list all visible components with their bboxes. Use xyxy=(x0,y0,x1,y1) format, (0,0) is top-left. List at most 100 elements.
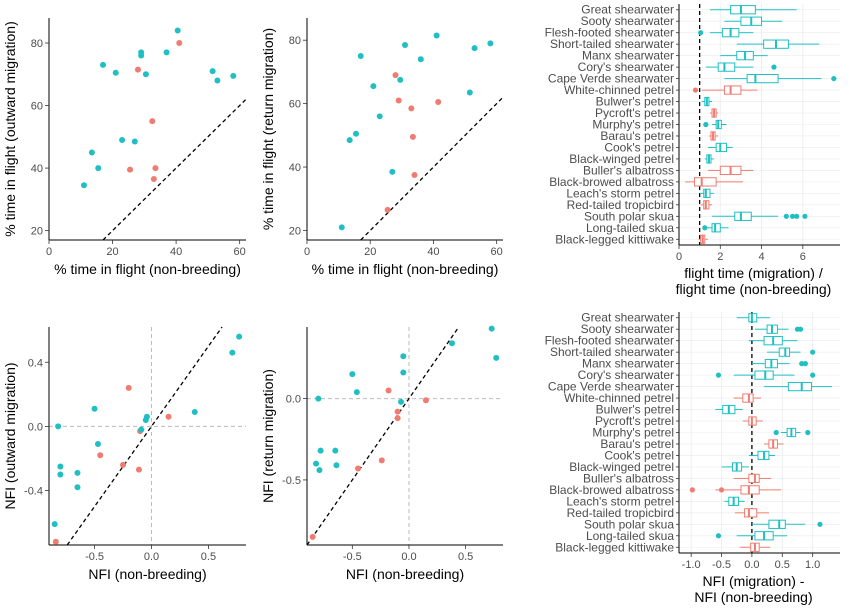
data-point xyxy=(317,447,324,454)
data-point xyxy=(100,61,107,68)
y-tick-label: 60 xyxy=(289,99,301,111)
box xyxy=(744,508,758,518)
x-tick-label: 60 xyxy=(234,246,246,258)
y-axis-title: NFI (outward migration) xyxy=(2,362,18,509)
data-point xyxy=(152,165,159,172)
x-tick-label: 0.0 xyxy=(144,551,159,563)
outlier-point xyxy=(817,521,823,527)
identity-line xyxy=(66,326,223,546)
data-point xyxy=(150,176,157,183)
outlier-point xyxy=(698,30,704,36)
data-point xyxy=(138,426,145,433)
data-point xyxy=(94,441,101,448)
y-tick-label: 20 xyxy=(31,226,43,238)
data-point xyxy=(333,462,340,469)
box xyxy=(740,485,760,495)
outlier-point xyxy=(789,213,796,219)
data-point xyxy=(127,166,134,173)
data-point xyxy=(417,56,424,63)
x-axis-title: NFI (non-breeding) xyxy=(88,566,206,582)
category-label: Black-winged petrel xyxy=(569,152,674,166)
y-tick-label: 80 xyxy=(31,38,43,50)
category-label: Manx shearwater xyxy=(582,49,674,63)
data-point xyxy=(51,521,58,528)
x-tick-label: 0 xyxy=(304,246,310,258)
category-label: Great shearwater xyxy=(581,311,674,325)
x-axis-title: % time in flight (non-breeding) xyxy=(312,261,499,277)
box xyxy=(703,188,711,198)
data-point xyxy=(487,40,494,47)
data-point xyxy=(174,27,181,34)
y-axis-title: % time in flight (return migration) xyxy=(260,28,276,230)
x-tick-label: 0.5 xyxy=(775,559,790,571)
outlier-point xyxy=(810,349,816,355)
x-tick-label: 40 xyxy=(170,246,182,258)
data-point xyxy=(402,41,408,48)
data-point xyxy=(125,384,132,391)
category-label: Bulwer's petrel xyxy=(596,403,674,417)
x-tick-label: -1.0 xyxy=(682,559,701,571)
category-label: Black-legged kittiwake xyxy=(555,540,674,554)
x-tick-label: 0 xyxy=(676,251,682,263)
data-point xyxy=(354,465,361,472)
data-point xyxy=(74,469,81,476)
data-point xyxy=(143,413,150,420)
data-point xyxy=(165,413,172,420)
category-label: Black-winged petrel xyxy=(569,460,674,474)
category-label: Cook's petrel xyxy=(604,448,674,462)
data-point xyxy=(378,457,385,464)
chart-2 xyxy=(303,18,504,244)
x-axis-title: % time in flight (non-breeding) xyxy=(54,261,241,277)
category-label: Bulwer's petrel xyxy=(596,95,674,109)
data-point xyxy=(229,349,236,356)
data-point xyxy=(131,138,138,145)
data-point xyxy=(411,171,418,178)
outlier-point xyxy=(715,533,722,539)
data-point xyxy=(230,72,237,79)
outlier-point xyxy=(702,225,708,231)
outlier-point xyxy=(794,213,800,219)
data-point xyxy=(433,32,440,39)
x-tick-label: -0.5 xyxy=(712,559,731,571)
box xyxy=(723,85,742,95)
data-point xyxy=(138,52,145,59)
data-point xyxy=(52,538,59,545)
data-point xyxy=(316,467,323,474)
x-tick-label: 20 xyxy=(364,246,376,258)
category-label: Red-tailed tropicbird xyxy=(567,506,674,520)
category-label: Cook's petrel xyxy=(604,140,674,154)
data-point xyxy=(80,182,87,189)
category-label: White-chinned petrel xyxy=(564,83,674,97)
data-point xyxy=(422,397,429,404)
category-label: Sooty shearwater xyxy=(581,322,674,336)
chart-1 xyxy=(45,18,247,244)
data-point xyxy=(493,354,500,361)
category-label: Cape Verde shearwater xyxy=(548,380,674,394)
y-tick-label: 80 xyxy=(289,35,301,47)
category-label: Pycroft's petrel xyxy=(595,106,674,120)
x-axis-title: NFI (non-breeding) xyxy=(346,566,464,582)
data-point xyxy=(392,72,399,79)
box xyxy=(746,73,779,84)
data-point xyxy=(353,389,360,396)
data-point xyxy=(134,66,141,73)
data-point xyxy=(398,398,405,405)
data-point xyxy=(357,53,364,60)
category-label: Great shearwater xyxy=(581,3,674,17)
outlier-point xyxy=(810,372,816,378)
x-tick-label: 4 xyxy=(759,251,765,263)
outlier-point xyxy=(797,326,804,332)
data-point xyxy=(95,165,102,172)
outlier-point xyxy=(692,87,699,93)
category-label: White-chinned petrel xyxy=(564,391,674,405)
x-tick-label: 0.0 xyxy=(401,551,416,563)
category-label: South polar skua xyxy=(584,517,674,531)
x-axis-title: NFI (non-breeding) xyxy=(694,589,812,605)
outlier-point xyxy=(771,64,777,70)
y-axis-title: NFI (return migration) xyxy=(260,369,276,503)
category-label: Flesh-footed shearwater xyxy=(545,334,674,348)
y-axis-title: % time in flight (outward migration) xyxy=(2,21,18,237)
data-point xyxy=(209,68,216,75)
data-point xyxy=(394,408,401,415)
outlier-point xyxy=(799,361,805,367)
